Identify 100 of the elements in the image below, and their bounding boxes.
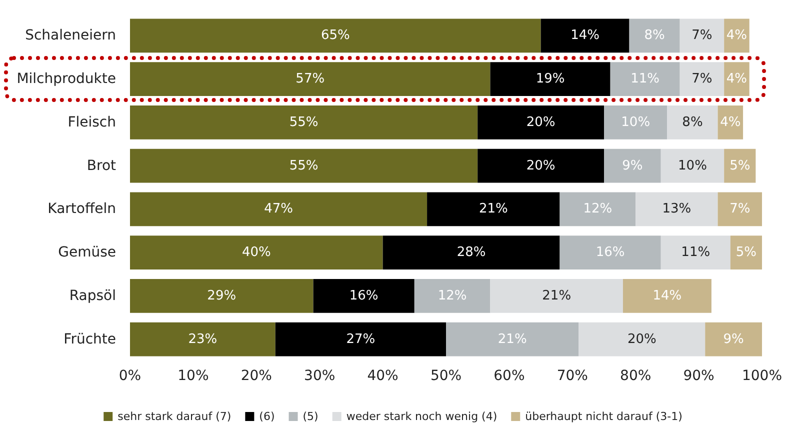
- bar: [622, 279, 712, 313]
- y-tick-label: Früchte: [64, 331, 116, 348]
- bar: [660, 148, 724, 183]
- bar: [560, 236, 661, 270]
- data-label: 11%: [681, 245, 710, 260]
- data-label: 4%: [726, 28, 748, 44]
- data-label: 10%: [621, 114, 650, 130]
- data-label: 4%: [726, 72, 748, 87]
- data-label: 28%: [456, 245, 486, 260]
- data-label: 5%: [736, 245, 757, 260]
- bar: [604, 106, 668, 140]
- data-label: 40%: [242, 245, 271, 260]
- data-label: 7%: [692, 28, 712, 44]
- data-label: 55%: [289, 158, 318, 174]
- data-label: 47%: [264, 202, 293, 217]
- x-tick-label: 0%: [118, 368, 142, 384]
- x-tick-label: 70%: [556, 368, 588, 384]
- data-label: 13%: [662, 202, 692, 217]
- bar: [130, 148, 478, 183]
- legend-label: sehr stark darauf (7): [118, 410, 232, 423]
- data-label: 8%: [644, 28, 665, 44]
- bar: [724, 62, 750, 96]
- bar: [680, 18, 724, 53]
- x-tick-label: 90%: [683, 368, 714, 384]
- data-label: 8%: [682, 114, 703, 130]
- data-label: 19%: [536, 72, 565, 87]
- y-tick-label: Kartoffeln: [48, 201, 116, 218]
- bar: [636, 192, 718, 226]
- data-label: 14%: [570, 28, 600, 44]
- bar: [130, 18, 541, 53]
- data-label: 21%: [478, 202, 508, 217]
- bar: [130, 279, 314, 313]
- bar: [490, 62, 610, 96]
- data-label: 16%: [596, 245, 625, 260]
- bar: [604, 148, 661, 183]
- data-label: 4%: [720, 114, 741, 130]
- x-tick-label: 10%: [178, 368, 209, 384]
- bar: [629, 18, 680, 53]
- x-tick-label: 100%: [742, 368, 782, 384]
- legend-label: überhaupt nicht darauf (3-1): [525, 410, 682, 423]
- legend-label: weder stark noch wenig (4): [346, 410, 498, 423]
- bar: [130, 106, 478, 140]
- y-tick-label: Gemüse: [58, 244, 116, 261]
- legend-label: (6): [259, 410, 275, 423]
- data-label: 7%: [730, 202, 750, 217]
- bar: [490, 279, 623, 313]
- y-tick-label: Rapsöl: [69, 288, 116, 304]
- data-label: 7%: [692, 72, 712, 87]
- bar: [478, 148, 604, 183]
- y-tick-label: Brot: [86, 158, 117, 174]
- bar: [730, 236, 762, 270]
- data-label: 21%: [498, 332, 527, 347]
- data-label: 27%: [346, 332, 376, 347]
- data-label: 29%: [207, 288, 236, 304]
- bar: [540, 18, 630, 53]
- bar: [560, 192, 636, 226]
- x-tick-label: 20%: [240, 368, 272, 384]
- data-label: 16%: [349, 288, 378, 304]
- data-label: 11%: [630, 72, 660, 87]
- x-tick-label: 60%: [494, 368, 525, 384]
- x-tick-label: 40%: [367, 368, 398, 384]
- data-label: 65%: [320, 28, 350, 44]
- data-label: 57%: [296, 72, 325, 87]
- bar: [610, 62, 680, 96]
- data-label: 55%: [289, 114, 318, 130]
- data-label: 12%: [583, 202, 612, 217]
- data-label: 20%: [526, 158, 556, 174]
- bar: [446, 322, 579, 356]
- bar: [130, 322, 276, 356]
- bar: [660, 236, 730, 270]
- x-tick-label: 80%: [620, 368, 652, 384]
- x-tick-label: 50%: [430, 368, 462, 384]
- y-tick-label: Schaleneiern: [25, 28, 116, 44]
- y-tick-label: Fleisch: [68, 114, 116, 130]
- data-label: 9%: [723, 332, 744, 347]
- data-label: 14%: [652, 288, 682, 304]
- bar: [130, 62, 490, 96]
- x-tick-label: 30%: [304, 368, 336, 384]
- bar: [718, 192, 762, 226]
- bar: [680, 62, 724, 96]
- y-tick-label: Milchprodukte: [16, 71, 116, 88]
- data-label: 21%: [542, 288, 572, 304]
- data-label: 12%: [438, 288, 467, 304]
- bar: [578, 322, 706, 356]
- bar: [667, 106, 718, 140]
- data-label: 9%: [622, 158, 643, 174]
- data-label: 10%: [678, 158, 707, 174]
- bar: [130, 192, 428, 226]
- bar: [427, 192, 560, 226]
- bar: [275, 322, 446, 356]
- bar: [724, 148, 756, 183]
- data-label: 23%: [188, 332, 218, 347]
- legend-label: (5): [302, 410, 318, 423]
- data-label: 5%: [730, 158, 750, 174]
- data-label: 20%: [627, 332, 656, 347]
- bar: [705, 322, 762, 356]
- bar: [414, 279, 490, 313]
- bar: [478, 106, 604, 140]
- bar: [313, 279, 414, 313]
- data-label: 20%: [526, 114, 556, 130]
